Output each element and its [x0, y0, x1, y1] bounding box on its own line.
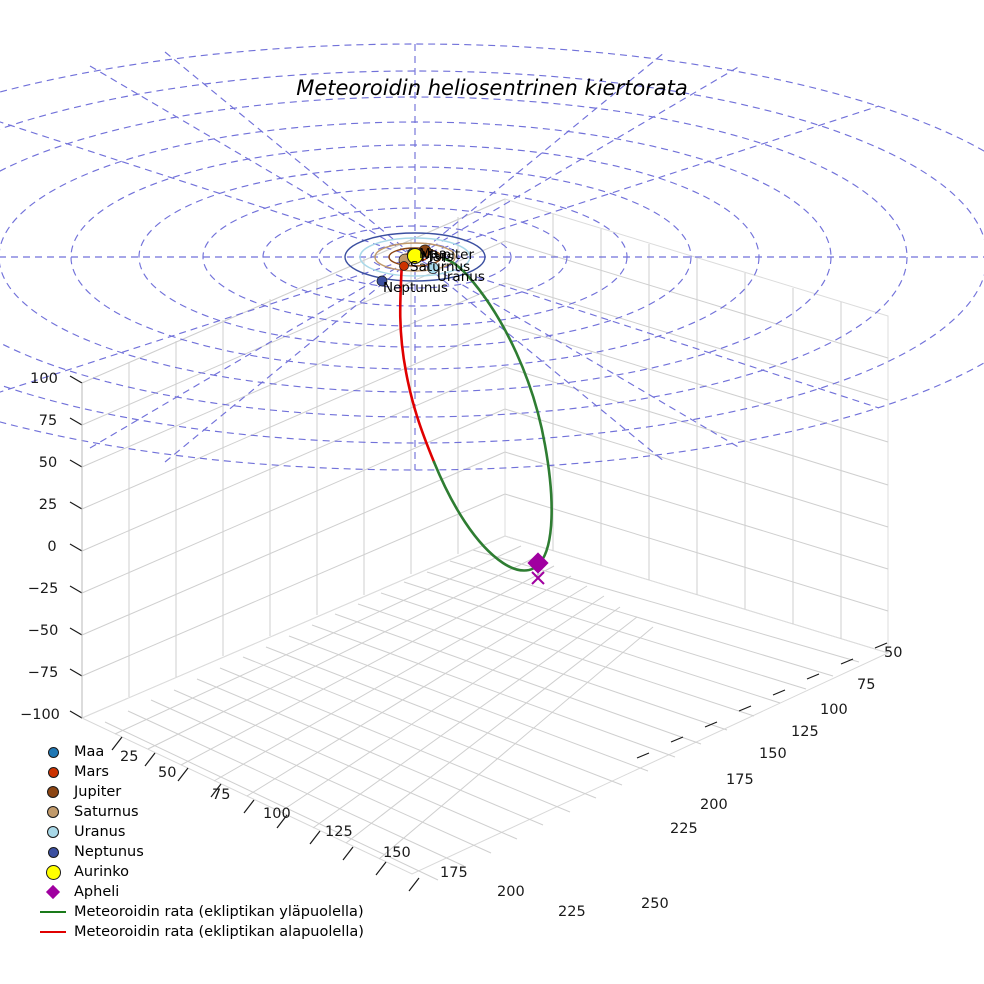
sun-marker-icon	[32, 864, 74, 880]
legend-item-jupiter[interactable]: Jupiter	[32, 782, 372, 802]
legend-label-mars: Mars	[74, 764, 109, 780]
label-maa: Maa	[419, 246, 448, 262]
saturn-marker-icon	[32, 806, 74, 818]
label-saturnus: Saturnus	[410, 259, 471, 275]
legend-item-orbit-above[interactable]: Meteoroidin rata (ekliptikan yläpuolella…	[32, 902, 372, 922]
label-neptunus: Neptunus	[383, 280, 448, 296]
page-title: Meteoroidin heliosentrinen kiertorata	[296, 76, 688, 100]
x-tick-25: 25	[120, 749, 139, 765]
z-tick-m50: −50	[27, 623, 59, 639]
x-tick-225: 225	[558, 904, 586, 920]
z-tick-m75: −75	[27, 665, 59, 681]
x-tick-50: 50	[158, 765, 177, 781]
body-markers	[376, 244, 549, 585]
orbit-above-line-icon	[32, 911, 74, 913]
neptune-marker-icon	[32, 846, 74, 858]
legend-label-orbit-above: Meteoroidin rata (ekliptikan yläpuolella…	[74, 904, 364, 920]
legend-label-jupiter: Jupiter	[74, 784, 122, 800]
x-tick-125: 125	[325, 824, 353, 840]
orbit-below-ecliptic	[398, 260, 436, 464]
neptune-marker-icon	[376, 275, 388, 287]
x-tick-75: 75	[212, 787, 231, 803]
orbit-above-ecliptic	[432, 257, 553, 572]
label-jupiter: Jupiter	[430, 247, 475, 263]
x-tick-200: 200	[497, 884, 525, 900]
mars-marker-icon	[399, 261, 409, 271]
legend-label-apheli: Apheli	[74, 884, 120, 900]
z-tick-25: 25	[38, 497, 58, 513]
jupiter-marker-icon	[32, 786, 74, 798]
x-tick-250: 250	[641, 896, 669, 912]
legend-item-neptunus[interactable]: Neptunus	[32, 842, 372, 862]
legend-item-maa[interactable]: Maa	[32, 742, 372, 762]
y-tick-50: 50	[884, 645, 903, 661]
y-tick-175: 175	[726, 772, 754, 788]
legend-label-orbit-below: Meteoroidin rata (ekliptikan alapuolella…	[74, 924, 364, 940]
legend: Maa Mars Jupiter Saturnus Uranus	[32, 742, 372, 942]
sun-marker-icon	[407, 248, 423, 264]
label-uranus: Uranus	[437, 269, 485, 285]
y-tick-225: 225	[670, 821, 698, 837]
orbit-uranus	[359, 237, 471, 277]
legend-item-mars[interactable]: Mars	[32, 762, 372, 782]
x-tick-100: 100	[263, 806, 291, 822]
axis-spines	[69, 375, 888, 892]
z-tick-100: 100	[30, 371, 58, 387]
y-tick-125: 125	[791, 724, 819, 740]
legend-item-apheli[interactable]: Apheli	[32, 882, 372, 902]
y-tick-200: 200	[700, 797, 728, 813]
mars-marker-icon	[32, 766, 74, 778]
uranus-marker-icon	[32, 826, 74, 838]
x-tick-150: 150	[383, 845, 411, 861]
z-tick-0: 0	[47, 539, 57, 555]
legend-label-maa: Maa	[74, 744, 105, 760]
legend-label-saturnus: Saturnus	[74, 804, 139, 820]
earth-marker-icon	[32, 746, 74, 758]
label-mars: Mars	[421, 249, 454, 265]
z-tick-75: 75	[38, 413, 58, 429]
legend-label-neptunus: Neptunus	[74, 844, 144, 860]
y-tick-75: 75	[857, 677, 876, 693]
z-tick-m100: −100	[20, 707, 60, 723]
orbit-saturnus	[374, 242, 456, 272]
meteoroid-orbit	[398, 257, 553, 572]
orbit-below-line-icon	[32, 931, 74, 933]
legend-item-saturnus[interactable]: Saturnus	[32, 802, 372, 822]
aphelion-marker-icon	[527, 552, 549, 574]
legend-item-aurinko[interactable]: Aurinko	[32, 862, 372, 882]
legend-item-uranus[interactable]: Uranus	[32, 822, 372, 842]
ecliptic-polar-grid	[0, 43, 984, 471]
y-tick-100: 100	[820, 702, 848, 718]
aphelion-marker-icon	[32, 884, 74, 900]
z-tick-50: 50	[38, 455, 58, 471]
y-tick-150: 150	[759, 746, 787, 762]
z-tick-m25: −25	[27, 581, 59, 597]
legend-item-orbit-below[interactable]: Meteoroidin rata (ekliptikan alapuolella…	[32, 922, 372, 942]
legend-label-uranus: Uranus	[74, 824, 126, 840]
x-tick-175: 175	[440, 865, 468, 881]
uranus-marker-icon	[427, 262, 439, 274]
orbit-neptunus	[344, 232, 486, 282]
legend-label-aurinko: Aurinko	[74, 864, 130, 880]
aphelion-projection-x-icon	[531, 571, 545, 585]
